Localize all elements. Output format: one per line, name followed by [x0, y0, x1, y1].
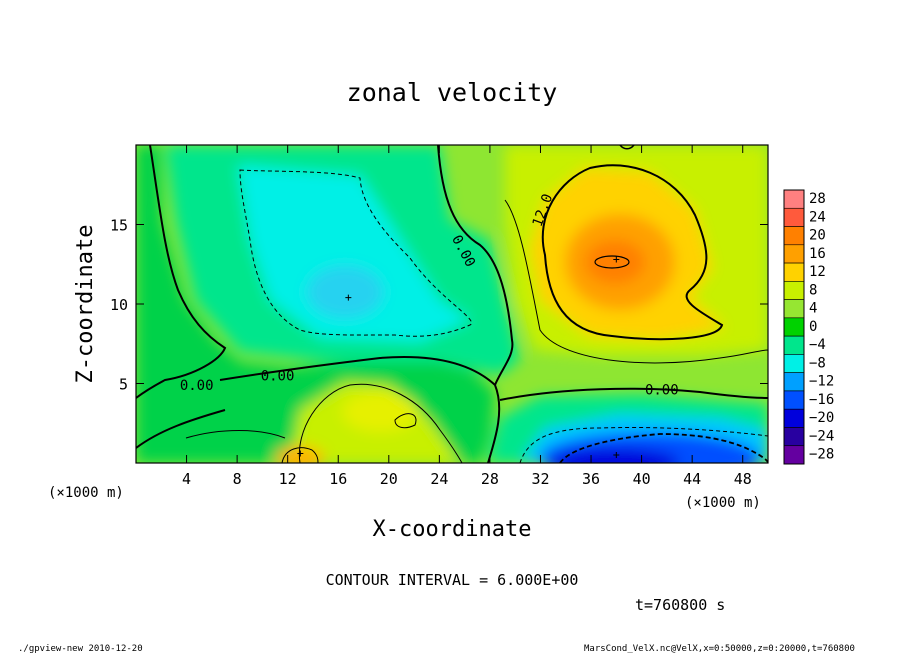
colorbar-label: 4	[809, 301, 817, 317]
local-max-mark	[297, 450, 304, 457]
colorbar-frame	[783, 189, 805, 465]
local-min-mark	[345, 294, 352, 301]
x-tick-label: 28	[481, 470, 499, 488]
colorbar-label: −12	[809, 374, 834, 390]
colorbar-label: −8	[809, 355, 826, 371]
eighteen-contour	[594, 255, 630, 269]
zero-contour	[136, 409, 226, 449]
y-axis: 5 10 15	[110, 217, 768, 394]
colorbar-segment	[783, 262, 805, 282]
field-region	[238, 165, 470, 342]
y-tick-label: 15	[110, 217, 128, 235]
colorbar-label: 16	[809, 246, 826, 262]
colorbar-label: 24	[809, 209, 826, 225]
y-axis-unit: (×1000 m)	[48, 485, 124, 501]
colorbar-segment	[783, 207, 805, 227]
contour-label: 0.00	[180, 378, 214, 394]
colorbar-segment	[783, 408, 805, 428]
x-axis-unit: (×1000 m)	[685, 495, 761, 511]
six-contour	[185, 430, 286, 439]
colorbar-label: 8	[809, 282, 817, 298]
colorbar-segment	[783, 445, 805, 465]
negative-six-contour	[519, 426, 768, 463]
colorbar-label: −28	[809, 447, 834, 463]
colorbar-segment	[783, 226, 805, 246]
field-region	[585, 240, 645, 284]
colorbar-segment	[783, 244, 805, 264]
x-tick-label: 8	[233, 470, 242, 488]
y-axis-label: Z-coordinate	[73, 225, 98, 384]
contour-interval: CONTOUR INTERVAL = 6.000E+00	[326, 571, 579, 589]
x-tick-label: 12	[279, 470, 297, 488]
twelve-contour	[281, 447, 319, 463]
twelve-contour	[541, 164, 724, 341]
contour-label: 0.00	[261, 368, 295, 384]
x-tick-label: 4	[182, 470, 191, 488]
colorbar-label: 0	[809, 319, 817, 335]
y-tick-label: 5	[119, 376, 128, 394]
colorbar-label: −4	[809, 337, 826, 353]
colorbar-segment	[783, 390, 805, 410]
colorbar-segment	[783, 299, 805, 319]
colorbar-segment	[783, 372, 805, 392]
colorbar: 28 24 20 16 12 8 4 0 −4 −8 −12 −16 −20 −24 −28	[783, 189, 834, 465]
field-region	[342, 392, 418, 432]
velocity-field	[136, 145, 768, 463]
six-contour	[504, 199, 768, 364]
x-tick-label: 40	[633, 470, 651, 488]
x-tick-label: 20	[380, 470, 398, 488]
contour-label: 0.00	[645, 383, 679, 399]
x-tick-label: 32	[531, 470, 549, 488]
colorbar-label: 12	[809, 264, 826, 280]
field-region	[307, 266, 383, 318]
colorbar-segment	[783, 427, 805, 447]
colorbar-label: −20	[809, 410, 834, 426]
zero-contour	[219, 356, 501, 463]
zero-contour	[499, 387, 768, 401]
colorbar-label: 28	[809, 191, 826, 207]
zero-contour	[437, 145, 514, 386]
local-max-mark	[613, 256, 620, 263]
negative-six-contour	[239, 169, 473, 337]
local-min-mark	[613, 452, 620, 459]
footer-source: MarsCond_VelX.nc@VelX,x=0:50000,z=0:2000…	[584, 644, 855, 654]
zero-contour	[136, 145, 227, 399]
y-tick-label: 10	[110, 296, 128, 314]
x-tick-label: 16	[329, 470, 347, 488]
x-axis-label: X-coordinate	[373, 517, 532, 542]
x-tick-label: 36	[582, 470, 600, 488]
chart-title: zonal velocity	[347, 78, 558, 107]
x-tick-label: 48	[734, 470, 752, 488]
colorbar-label: 20	[809, 228, 826, 244]
six-contour	[298, 383, 463, 463]
colorbar-segment	[783, 335, 805, 355]
footer-program: ./gpview-new 2010-12-20	[18, 644, 143, 654]
field-region	[136, 145, 495, 463]
x-axis: 4 8 12 16 20 24 28 32 36 40 44 48	[182, 145, 752, 488]
colorbar-segment	[783, 281, 805, 300]
colorbar-segment	[783, 354, 805, 373]
field-region	[550, 448, 680, 463]
twelve-contour	[619, 145, 635, 150]
time-label: t=760800 s	[635, 596, 725, 614]
negative-twelve-contour	[559, 433, 768, 463]
colorbar-segment	[783, 317, 805, 337]
colorbar-label: −16	[809, 392, 834, 408]
twelve-contour	[394, 413, 417, 429]
colorbar-label: −24	[809, 428, 834, 444]
colorbar-segment	[783, 189, 805, 209]
extremum-marks	[297, 256, 620, 459]
x-tick-label: 24	[430, 470, 448, 488]
contour-lines	[136, 145, 768, 463]
x-tick-label: 44	[683, 470, 701, 488]
